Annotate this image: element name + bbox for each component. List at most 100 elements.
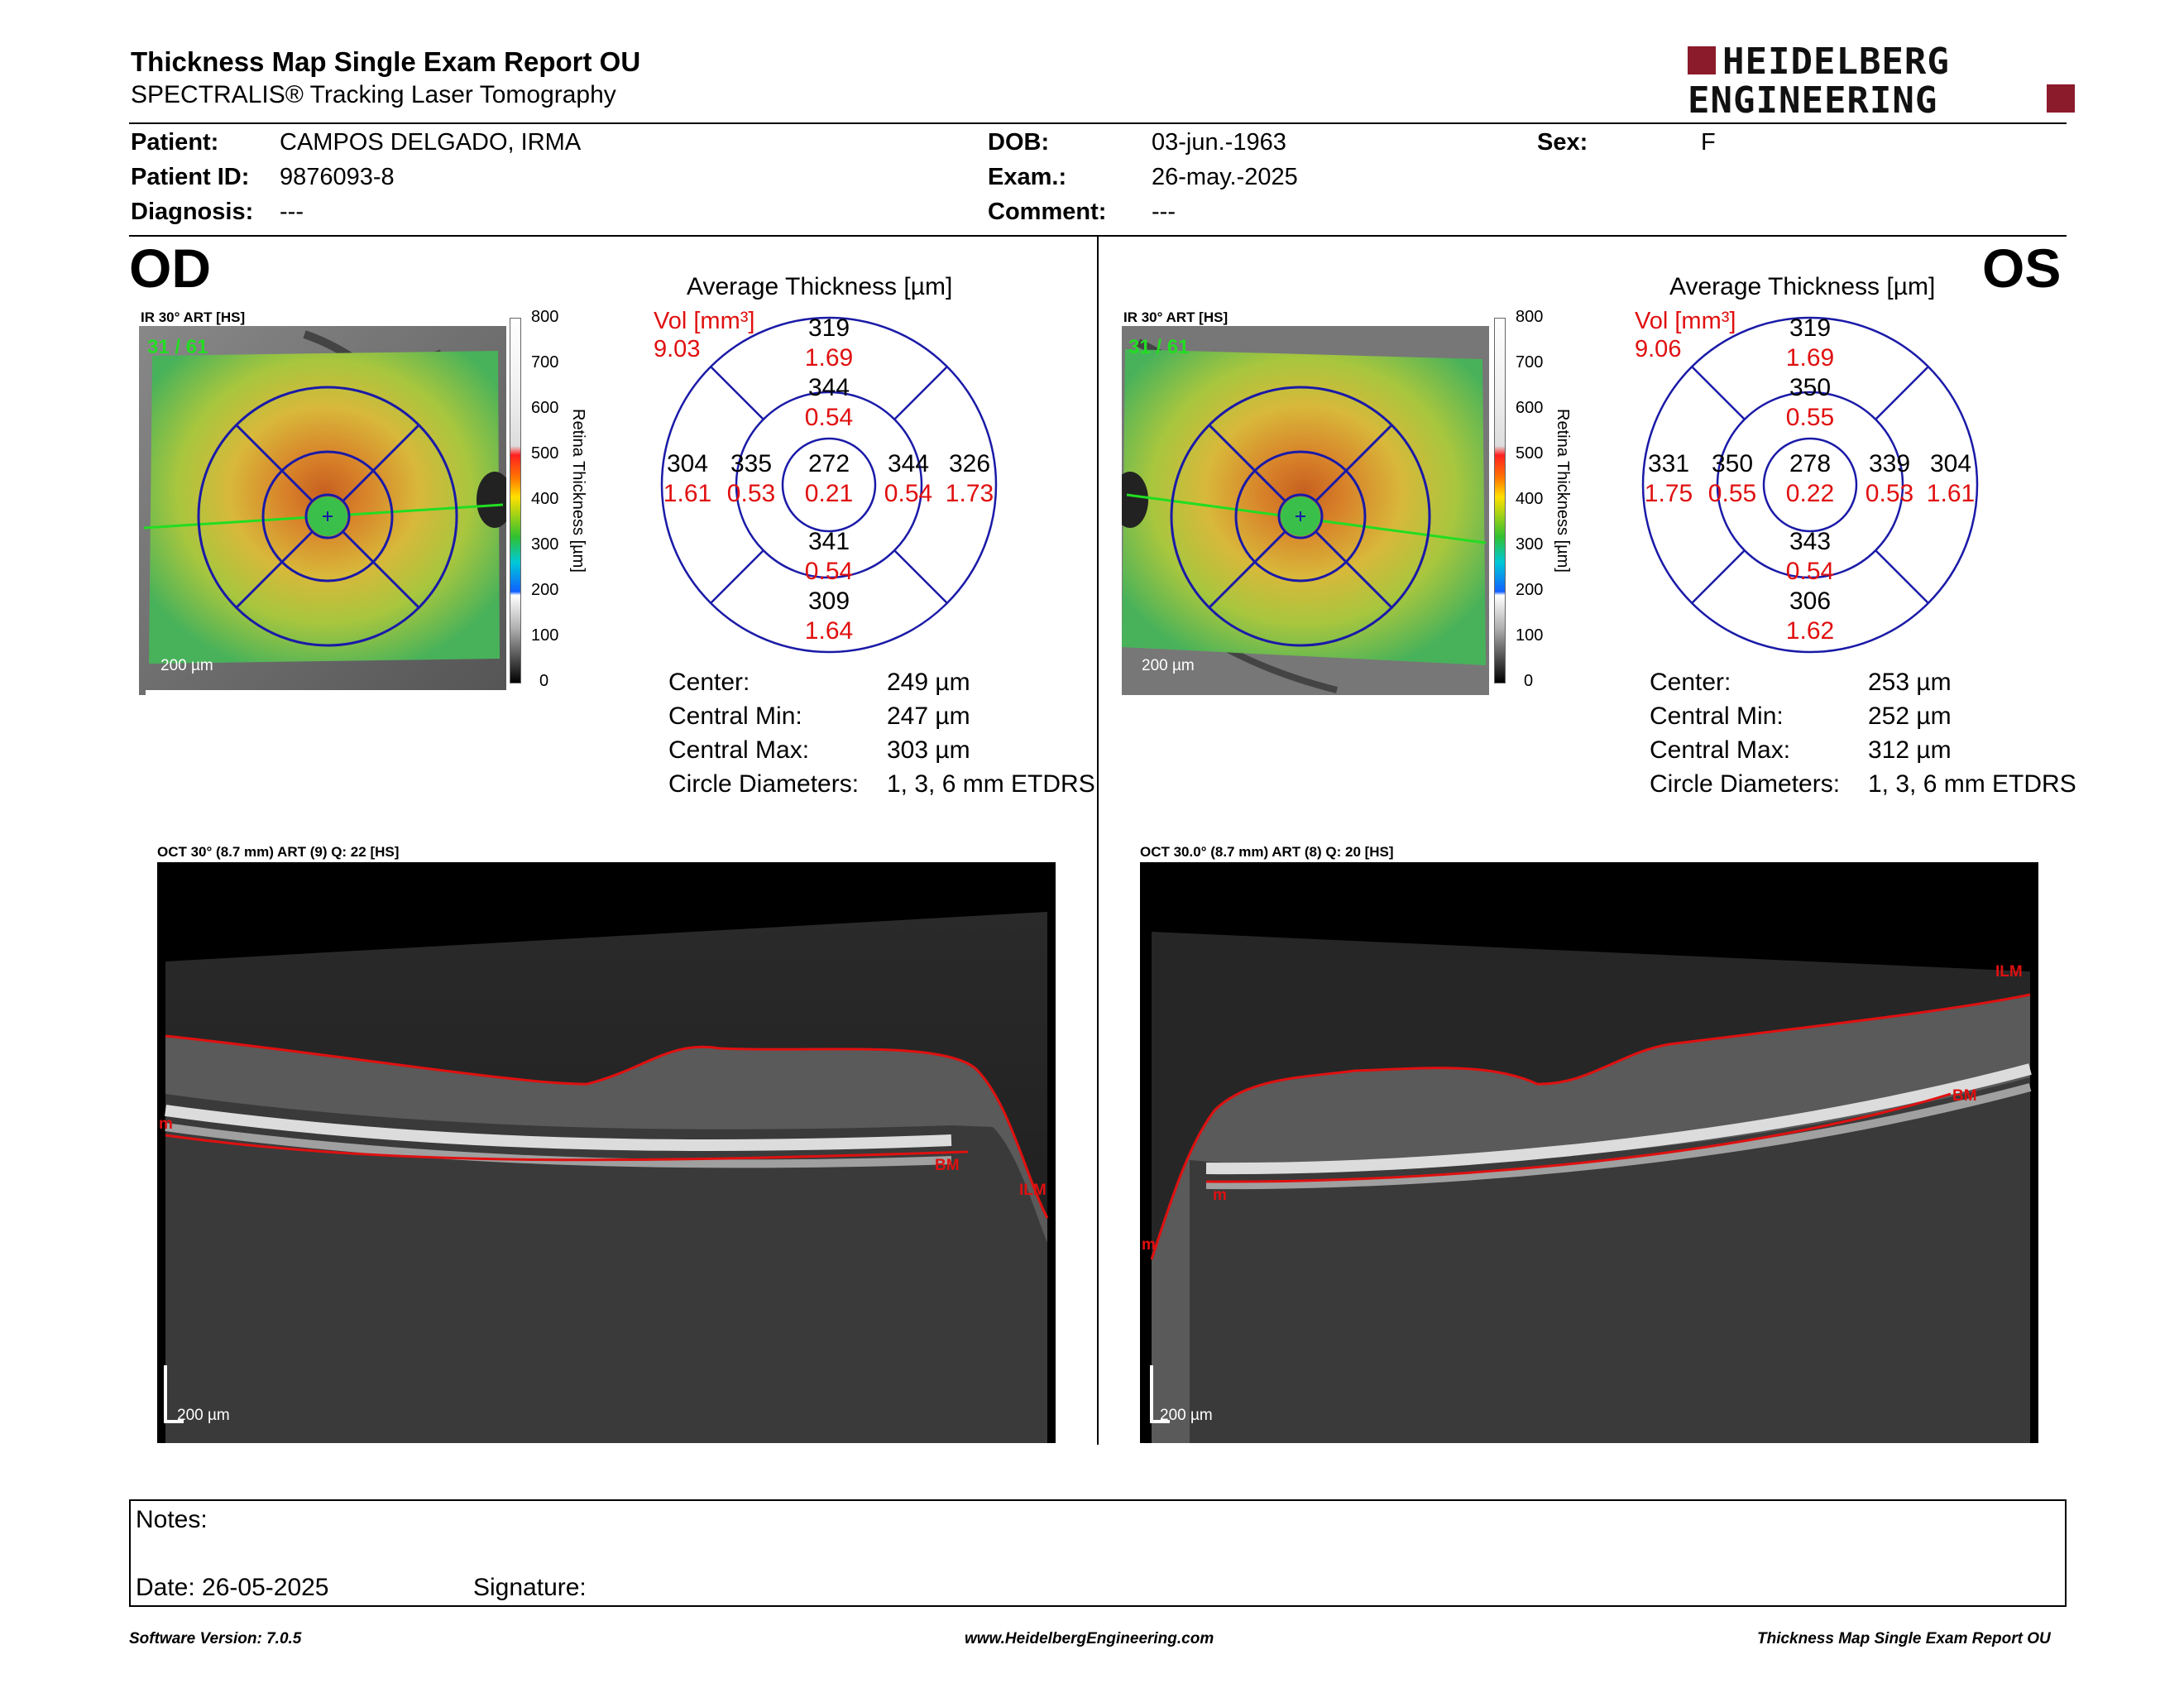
sex-label: Sex: [1537, 129, 1588, 156]
od-oct-caption: OCT 30° (8.7 mm) ART (9) Q: 22 [HS] [157, 844, 400, 860]
footer-website[interactable]: www.HeidelbergEngineering.com [965, 1630, 1214, 1647]
comment-label: Comment: [988, 199, 1107, 225]
logo-line2: ENGINEERING [1688, 79, 1937, 117]
od-ir-thickness-map [139, 326, 506, 695]
os-frame-counter: 31 / 61 [1128, 336, 1190, 358]
date-label: Date: 26-05-2025 [136, 1574, 329, 1601]
os-outer-left-thickness: 331 [1647, 450, 1690, 477]
os-oct-caption: OCT 30.0° (8.7 mm) ART (8) Q: 20 [HS] [1140, 844, 1394, 860]
od-etdrs-grid [660, 316, 998, 654]
os-inner-left-volume: 0.55 [1707, 480, 1757, 507]
od-inner-superior-volume: 0.54 [804, 404, 854, 431]
od-inner-inferior-volume: 0.54 [804, 558, 854, 585]
os-vol-label: Vol [mm³] [1635, 308, 1736, 334]
patient-label: Patient: [131, 129, 219, 156]
od-outer-inferior-volume: 1.64 [804, 617, 854, 645]
os-inner-superior-volume: 0.55 [1785, 404, 1835, 431]
od-outer-right-volume: 1.73 [945, 480, 994, 507]
dob-label: DOB: [988, 129, 1050, 156]
os-ir-caption: IR 30° ART [HS] [1123, 309, 1228, 325]
od-outer-superior-thickness: 319 [807, 314, 850, 342]
od-outer-left-volume: 1.61 [663, 480, 712, 507]
od-vol-label: Vol [mm³] [654, 308, 755, 334]
od-outer-right-thickness: 326 [948, 450, 991, 477]
signature-label: Signature: [473, 1574, 587, 1601]
os-oct-label-m1: m [1213, 1187, 1227, 1204]
os-oct-label-bm: BM [1952, 1087, 1977, 1105]
exam-date: 26-may.-2025 [1152, 164, 1298, 190]
od-avg-thickness-title: Average Thickness [µm] [687, 273, 953, 300]
os-inner-right-thickness: 339 [1868, 450, 1911, 477]
od-ir-scale-bar: 200 µm [160, 657, 213, 674]
od-ir-caption: IR 30° ART [HS] [141, 309, 246, 325]
patient-name: CAMPOS DELGADO, IRMA [280, 129, 582, 156]
od-outer-superior-volume: 1.69 [804, 344, 854, 372]
od-outer-left-thickness: 304 [666, 450, 709, 477]
os-oct-bscan [1140, 862, 2038, 1443]
os-ir-scale-bar: 200 µm [1142, 657, 1195, 674]
os-outer-superior-volume: 1.69 [1785, 344, 1835, 372]
comment-value: --- [1152, 199, 1176, 225]
od-colorbar-title: Retina Thickness [µm] [569, 409, 587, 573]
od-inner-right-volume: 0.54 [884, 480, 933, 507]
od-tag: OD [129, 237, 211, 299]
os-colorbar-title: Retina Thickness [µm] [1554, 409, 1572, 573]
os-colorbar [1494, 318, 1506, 683]
heidelberg-logo: HEIDELBERG ENGINEERING [1688, 43, 2075, 117]
od-oct-label-ilm: ILM [1019, 1182, 1046, 1199]
os-outer-left-volume: 1.75 [1644, 480, 1693, 507]
os-center-thickness: 278 [1789, 450, 1832, 477]
notes-box[interactable]: Notes: Date: 26-05-2025 Signature: [129, 1499, 2067, 1607]
os-outer-superior-thickness: 319 [1789, 314, 1832, 342]
report-title: Thickness Map Single Exam Report OU [131, 46, 641, 77]
od-center-volume: 0.21 [804, 480, 854, 507]
os-inner-superior-thickness: 350 [1789, 374, 1832, 401]
os-oct-label-m2: m [1142, 1236, 1156, 1254]
dob-value: 03-jun.-1963 [1152, 129, 1286, 156]
footer-report-name: Thickness Map Single Exam Report OU [1757, 1630, 2051, 1647]
od-oct-scale-bar: 200 µm [177, 1407, 230, 1424]
center-divider [1097, 237, 1099, 1445]
od-oct-bscan [157, 862, 1056, 1443]
od-etdrs-values: 319 1.69 344 0.54 304 1.61 335 0.53 272 … [659, 314, 999, 655]
patient-id-label: Patient ID: [131, 164, 250, 190]
od-inner-inferior-thickness: 341 [807, 528, 850, 555]
logo-line1: HEIDELBERG [1722, 43, 1950, 83]
os-vol-total: 9.06 [1635, 336, 1682, 362]
sex-value: F [1701, 129, 1716, 156]
os-inner-inferior-volume: 0.54 [1785, 558, 1835, 585]
od-outer-inferior-thickness: 309 [807, 587, 850, 615]
diagnosis-value: --- [280, 199, 304, 225]
od-colorbar [510, 318, 521, 683]
os-etdrs-values: 319 1.69 350 0.55 331 1.75 350 0.55 278 … [1640, 314, 1980, 655]
patient-id: 9876093-8 [280, 164, 395, 190]
os-inner-inferior-thickness: 343 [1789, 528, 1832, 555]
os-etdrs-grid [1641, 316, 1979, 654]
os-oct-label-ilm: ILM [1995, 963, 2023, 981]
od-inner-left-volume: 0.53 [726, 480, 776, 507]
os-tag: OS [1982, 237, 2062, 299]
od-center-thickness: 272 [807, 450, 850, 477]
os-avg-thickness-title: Average Thickness [µm] [1669, 273, 1936, 300]
diagnosis-label: Diagnosis: [131, 199, 254, 225]
os-inner-left-thickness: 350 [1711, 450, 1754, 477]
os-oct-scale-bar: 200 µm [1160, 1407, 1213, 1424]
os-outer-right-volume: 1.61 [1926, 480, 1976, 507]
notes-label: Notes: [136, 1506, 208, 1533]
od-oct-label-m: m [159, 1115, 173, 1133]
report-subtitle: SPECTRALIS® Tracking Laser Tomography [131, 81, 616, 108]
od-inner-right-thickness: 344 [887, 450, 930, 477]
os-center-volume: 0.22 [1785, 480, 1835, 507]
os-outer-inferior-volume: 1.62 [1785, 617, 1835, 645]
os-outer-right-thickness: 304 [1929, 450, 1972, 477]
os-ir-thickness-map [1122, 326, 1489, 695]
os-inner-right-volume: 0.53 [1865, 480, 1914, 507]
od-oct-label-bm: BM [935, 1157, 960, 1174]
footer-software-version: Software Version: 7.0.5 [129, 1630, 302, 1647]
od-frame-counter: 31 / 61 [147, 336, 208, 358]
exam-label: Exam.: [988, 164, 1067, 190]
od-vol-total: 9.03 [654, 336, 701, 362]
os-outer-inferior-thickness: 306 [1789, 587, 1832, 615]
od-inner-superior-thickness: 344 [807, 374, 850, 401]
od-inner-left-thickness: 335 [730, 450, 773, 477]
